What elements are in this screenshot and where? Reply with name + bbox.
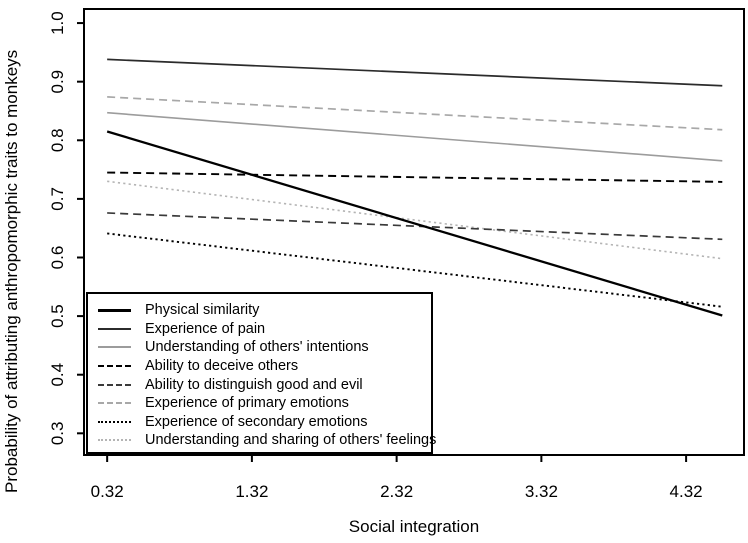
legend-item: Understanding and sharing of others' fee… <box>98 431 436 450</box>
legend-label: Physical similarity <box>145 302 260 319</box>
series-line-1 <box>107 58 723 87</box>
y-axis-title: Probability of attributing anthropomorph… <box>2 49 21 494</box>
legend-item: Ability to deceive others <box>98 357 431 376</box>
legend-line-sample <box>98 420 131 423</box>
legend-line-sample <box>98 365 131 368</box>
legend-line-sample <box>98 346 131 349</box>
legend-label: Understanding and sharing of others' fee… <box>145 432 437 449</box>
legend-line-sample <box>98 383 131 386</box>
legend-item: Ability to distinguish good and evil <box>98 375 431 394</box>
series-line-5 <box>107 96 723 131</box>
series-line-3 <box>107 171 723 183</box>
legend-label: Understanding of others' intentions <box>145 339 369 356</box>
legend-label: Experience of pain <box>145 320 266 337</box>
y-tick-label: 1.0 <box>48 11 67 35</box>
legend-line-sample <box>98 439 131 442</box>
y-tick-label: 0.5 <box>48 304 67 328</box>
x-axis-title: Social integration <box>348 517 480 536</box>
legend-item: Experience of secondary emotions <box>98 413 431 432</box>
x-tick-label: 0.32 <box>91 482 124 501</box>
legend-item: Experience of pain <box>98 320 431 339</box>
series-line-7 <box>107 180 723 260</box>
legend-line-sample <box>98 402 131 405</box>
legend-item: Understanding of others' intentions <box>98 338 431 357</box>
legend-box: Physical similarity Experience of pain U… <box>86 292 436 454</box>
x-tick-label: 1.32 <box>235 482 268 501</box>
legend-label: Ability to distinguish good and evil <box>145 376 363 393</box>
y-tick-label: 0.6 <box>48 246 67 270</box>
y-tick-label: 0.9 <box>48 70 67 94</box>
legend-line-sample <box>98 327 131 330</box>
legend-item: Experience of primary emotions <box>98 394 431 413</box>
series-line-4 <box>107 212 723 241</box>
x-tick-label: 2.32 <box>380 482 413 501</box>
y-tick-label: 0.4 <box>48 363 67 387</box>
legend-line-sample <box>98 308 131 312</box>
series-line-6 <box>107 232 723 308</box>
x-tick-label: 3.32 <box>525 482 558 501</box>
x-tick-label: 4.32 <box>670 482 703 501</box>
y-tick-label: 0.7 <box>48 187 67 211</box>
legend-item: Physical similarity <box>98 301 431 320</box>
legend-label: Ability to deceive others <box>145 358 299 375</box>
y-tick-label: 0.8 <box>48 128 67 152</box>
legend-label: Experience of secondary emotions <box>145 413 368 430</box>
y-tick-label: 0.3 <box>48 421 67 445</box>
plot-border <box>83 8 745 456</box>
series-line-0 <box>106 130 723 317</box>
legend-label: Experience of primary emotions <box>145 395 349 412</box>
series-line-2 <box>107 111 723 162</box>
